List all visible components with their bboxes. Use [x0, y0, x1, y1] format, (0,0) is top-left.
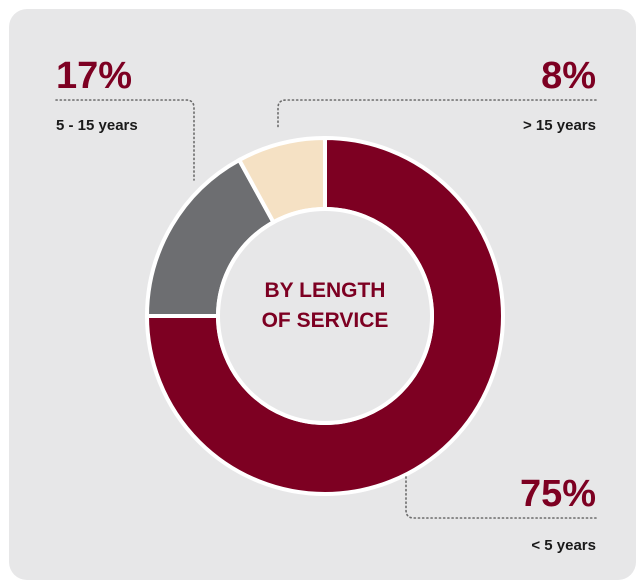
chart-title-line-2: OF SERVICE — [262, 309, 389, 332]
chart-title-line-1: BY LENGTH — [265, 279, 386, 302]
leader-line-8 — [277, 99, 597, 129]
slice-label-under-5: < 5 years — [531, 537, 596, 554]
slice-label-over-15: > 15 years — [523, 117, 596, 134]
donut-slices — [144, 135, 505, 496]
slice-value-75: 75% — [520, 473, 596, 515]
donut-hole — [216, 207, 434, 425]
slice-value-17: 17% — [56, 55, 132, 97]
slice-label-5-15: 5 - 15 years — [56, 117, 138, 134]
leader-line-17 — [55, 99, 195, 181]
leader-line-75 — [405, 473, 597, 519]
slice-value-8: 8% — [541, 55, 596, 97]
